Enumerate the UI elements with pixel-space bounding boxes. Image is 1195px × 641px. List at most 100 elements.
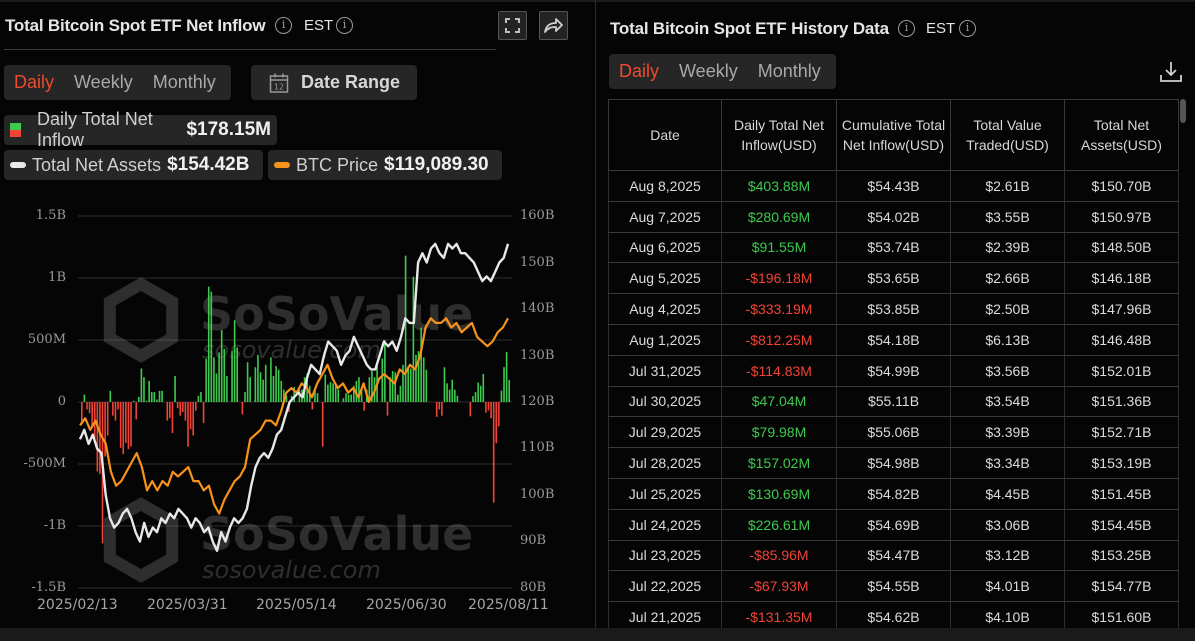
svg-text:12: 12 [274,82,284,91]
cell-daily-inflow: $47.04M [721,386,837,418]
cell-value-traded: $2.50B [950,293,1065,325]
table-row[interactable]: Jul 29,2025 $79.98M $55.06B $3.39B $152.71B [608,416,1179,449]
y-tick-left: 500M [27,332,66,347]
cell-daily-inflow: -$812.25M [721,324,837,356]
table-row[interactable]: Jul 22,2025 -$67.93M $54.55B $4.01B $154.77B [608,570,1179,603]
btc-price-line [79,317,509,515]
cell-value-traded: $3.12B [950,540,1065,572]
cell-net-assets: $148.50B [1064,232,1179,264]
y-tick-left: -1.5B [31,580,66,595]
chart-title: Total Bitcoin Spot ETF Net Inflow [5,16,266,35]
col-header-value-traded[interactable]: Total Value Traded(USD) [950,99,1065,171]
cell-daily-inflow: $91.55M [721,232,837,264]
cell-value-traded: $4.01B [950,570,1065,603]
legend-daily-inflow[interactable]: Daily Total Net Inflow $178.15M [4,109,277,150]
download-button[interactable] [1158,59,1184,85]
table-row[interactable]: Aug 7,2025 $280.69M $54.02B $3.55B $150.97B [608,201,1179,233]
legend-btc-value: $119,089.30 [384,154,489,175]
svg-text:SoSoValue: SoSoValue [200,507,473,561]
table-row[interactable]: Aug 6,2025 $91.55M $53.74B $2.39B $148.50B [608,232,1179,264]
inflow-chart[interactable]: 1.5B 1B 500M 0 -500M -1B -1.5B 160B 150B… [0,200,580,620]
tab-weekly[interactable]: Weekly [74,72,133,92]
cell-value-traded: $3.56B [950,355,1065,387]
tab-daily[interactable]: Daily [14,72,55,92]
cell-date: Jul 28,2025 [608,447,722,479]
cell-daily-inflow: $157.02M [721,447,837,479]
cell-date: Aug 4,2025 [608,293,722,325]
cell-cumulative-inflow: $54.02B [836,201,951,233]
cell-net-assets: $154.77B [1064,570,1179,603]
legend-total-net-assets[interactable]: Total Net Assets $154.42B [4,150,263,180]
cell-cumulative-inflow: $54.62B [836,601,951,633]
share-icon [544,18,563,33]
history-data-panel: Total Bitcoin Spot ETF History Data i ES… [596,0,1195,633]
legend-btc-price[interactable]: BTC Price $119,089.30 [268,150,502,180]
cell-net-assets: $150.97B [1064,201,1179,233]
share-button[interactable] [539,11,568,40]
cell-net-assets: $151.36B [1064,386,1179,418]
fullscreen-button[interactable] [498,11,527,40]
y-tick-right: 160B [520,208,555,223]
cell-cumulative-inflow: $53.65B [836,262,951,295]
table-row[interactable]: Jul 31,2025 -$114.83M $54.99B $3.56B $152.01… [608,355,1179,387]
col-header-cumulative-inflow[interactable]: Cumulative Total Net Inflow(USD) [836,99,951,171]
col-header-daily-inflow[interactable]: Daily Total Net Inflow(USD) [721,99,837,171]
legend-btc-label: BTC Price [296,154,379,175]
table-row[interactable]: Aug 4,2025 -$333.19M $53.85B $2.50B $147.96B [608,293,1179,325]
cell-daily-inflow: $403.88M [721,170,837,202]
info-icon[interactable]: i [898,20,915,37]
table-scrollbar[interactable] [1180,99,1186,123]
date-range-label: Date Range [301,72,401,92]
cell-value-traded: $3.34B [950,447,1065,479]
calendar-icon: 12 [269,73,289,93]
timezone-info-icon[interactable]: i [336,17,353,34]
plot-area[interactable]: SoSoValuesosovalue.comSoSoValuesosovalue… [0,200,580,600]
timezone-label: EST [926,20,956,37]
title-divider [4,49,496,50]
col-header-net-assets[interactable]: Total Net Assets(USD) [1064,99,1179,171]
legend-inflow-label: Daily Total Net Inflow [37,109,153,150]
legend-assets-value: $154.42B [167,154,250,175]
cell-cumulative-inflow: $54.98B [836,447,951,479]
table-row[interactable]: Jul 30,2025 $47.04M $55.11B $3.54B $151.36B [608,386,1179,418]
cell-date: Jul 31,2025 [608,355,722,387]
date-range-button[interactable]: 12 Date Range [251,65,417,100]
cell-date: Aug 1,2025 [608,324,722,356]
table-row[interactable]: Aug 8,2025 $403.88M $54.43B $2.61B $150.70B [608,170,1179,202]
cell-daily-inflow: -$67.93M [721,570,837,603]
tab-daily[interactable]: Daily [619,61,660,81]
cell-date: Jul 30,2025 [608,386,722,418]
inflow-swatch-icon [10,123,21,137]
table-row[interactable]: Jul 23,2025 -$85.96M $54.47B $3.12B $153.25B [608,540,1179,572]
cell-date: Jul 23,2025 [608,540,722,572]
cell-date: Jul 29,2025 [608,416,722,449]
cell-daily-inflow: -$85.96M [721,540,837,572]
y-tick-left: 1B [48,270,66,285]
y-tick-right: 90B [520,533,547,548]
cell-daily-inflow: $79.98M [721,416,837,449]
x-tick: 2025/05/14 [256,597,337,613]
cell-cumulative-inflow: $55.11B [836,386,951,418]
table-row[interactable]: Jul 24,2025 $226.61M $54.69B $3.06B $154.45B [608,509,1179,541]
timezone-info-icon[interactable]: i [959,20,976,37]
table-body: Aug 8,2025 $403.88M $54.43B $2.61B $150.70B A… [608,170,1179,633]
table-row[interactable]: Aug 5,2025 -$196.18M $53.65B $2.66B $146.18B [608,262,1179,295]
cell-net-assets: $153.25B [1064,540,1179,572]
table-row[interactable]: Jul 28,2025 $157.02M $54.98B $3.34B $153.19B [608,447,1179,479]
tab-weekly[interactable]: Weekly [679,61,738,81]
cell-daily-inflow: -$333.19M [721,293,837,325]
top-border [0,0,1195,2]
cell-cumulative-inflow: $54.82B [836,478,951,510]
cell-date: Jul 21,2025 [608,601,722,633]
tab-monthly[interactable]: Monthly [757,61,821,81]
cell-net-assets: $154.45B [1064,509,1179,541]
history-period-tabs: Daily Weekly Monthly [609,54,836,89]
col-header-date[interactable]: Date [608,99,722,171]
cell-daily-inflow: -$196.18M [721,262,837,295]
table-row[interactable]: Jul 25,2025 $130.69M $54.82B $4.45B $151.45B [608,478,1179,510]
cell-net-assets: $151.60B [1064,601,1179,633]
tab-monthly[interactable]: Monthly [152,72,216,92]
table-row[interactable]: Aug 1,2025 -$812.25M $54.18B $6.13B $146.48B [608,324,1179,356]
info-icon[interactable]: i [275,17,292,34]
table-row[interactable]: Jul 21,2025 -$131.35M $54.62B $4.10B $151.60… [608,601,1179,633]
